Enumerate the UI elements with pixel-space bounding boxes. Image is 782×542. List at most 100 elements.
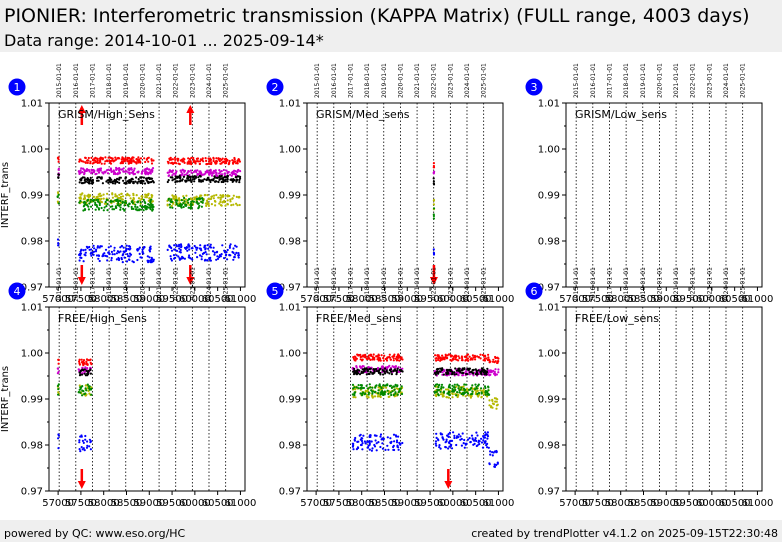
data-point	[109, 199, 112, 203]
data-point	[458, 357, 461, 360]
data-point	[221, 244, 224, 247]
data-point	[84, 156, 87, 160]
data-point	[175, 254, 178, 257]
data-point	[469, 388, 472, 391]
data-point	[392, 366, 395, 369]
data-point	[372, 368, 375, 371]
data-point	[118, 171, 121, 174]
data-point	[394, 357, 397, 360]
data-point	[141, 179, 144, 182]
data-point	[125, 244, 128, 247]
data-point	[210, 161, 213, 165]
data-point	[236, 162, 239, 165]
data-point	[149, 259, 152, 262]
data-point	[170, 170, 174, 174]
data-point	[97, 193, 100, 196]
data-point	[174, 161, 177, 164]
data-point	[190, 180, 193, 184]
data-point	[189, 178, 192, 181]
year-tick-label: 2021-01-01	[156, 63, 163, 98]
data-point	[78, 388, 81, 391]
data-point	[457, 384, 460, 387]
data-point	[137, 197, 141, 200]
data-point	[92, 195, 96, 198]
chart-panel-5: 2015-01-01 2016-01-01 2017-01-01 2018-01-01…	[266, 267, 514, 509]
x-tick-label: 59000	[391, 498, 423, 509]
data-point	[393, 440, 396, 443]
data-point	[218, 256, 221, 259]
data-point	[392, 444, 395, 447]
data-point	[174, 177, 177, 180]
data-point	[84, 203, 87, 206]
data-point	[460, 355, 463, 358]
data-point	[223, 251, 227, 254]
data-point	[210, 197, 213, 200]
data-point	[453, 373, 456, 376]
data-point	[398, 359, 401, 362]
data-point	[213, 194, 216, 197]
data-point	[147, 199, 150, 202]
data-point	[89, 179, 92, 182]
data-point	[115, 252, 118, 255]
data-point	[219, 173, 223, 176]
data-point	[470, 394, 473, 398]
panel-label: FREE/Med_sens	[316, 312, 402, 325]
data-point	[88, 170, 91, 173]
data-point	[79, 200, 82, 203]
data-point	[110, 250, 113, 253]
data-point	[380, 354, 383, 357]
y-tick-label: 0.99	[279, 395, 301, 406]
data-point	[390, 393, 393, 397]
data-point	[393, 353, 396, 356]
x-tick-label: 60500	[202, 294, 234, 305]
data-point	[89, 368, 92, 371]
data-point	[147, 194, 150, 197]
data-point	[237, 169, 240, 172]
data-point	[117, 156, 120, 160]
data-point	[88, 387, 91, 390]
data-point	[128, 252, 132, 255]
data-point	[369, 371, 372, 374]
data-point	[169, 200, 172, 203]
data-point	[224, 180, 227, 183]
data-point	[354, 356, 357, 359]
data-point	[480, 391, 483, 394]
data-point	[142, 176, 145, 179]
data-point	[447, 433, 450, 436]
outlier-arrow-up	[77, 105, 86, 113]
data-point	[474, 437, 477, 440]
data-point	[476, 434, 479, 437]
data-point	[476, 384, 480, 387]
year-tick-label: 2022-01-01	[690, 63, 697, 98]
data-point	[57, 242, 60, 245]
data-point	[237, 254, 240, 257]
x-tick-label: 60500	[460, 498, 492, 509]
data-point	[450, 447, 454, 450]
data-point	[78, 441, 81, 444]
data-point	[216, 255, 219, 258]
data-point	[116, 177, 119, 180]
data-point	[226, 180, 229, 183]
data-point	[482, 439, 485, 442]
data-point	[152, 181, 155, 184]
data-point	[197, 206, 200, 209]
data-point	[90, 363, 93, 366]
data-point	[80, 256, 83, 259]
data-point	[168, 169, 171, 172]
data-point	[364, 392, 367, 395]
data-point	[91, 179, 94, 182]
data-point	[98, 202, 101, 205]
data-point	[102, 197, 105, 200]
data-point	[107, 246, 110, 249]
data-point	[170, 176, 174, 179]
data-point	[392, 357, 395, 360]
data-point	[187, 179, 190, 182]
data-point	[132, 159, 135, 162]
data-point	[368, 383, 371, 386]
data-point	[236, 175, 239, 178]
data-point	[86, 246, 89, 249]
data-point	[213, 253, 216, 256]
data-point	[373, 434, 376, 437]
data-point	[482, 388, 485, 391]
data-point	[387, 448, 390, 451]
